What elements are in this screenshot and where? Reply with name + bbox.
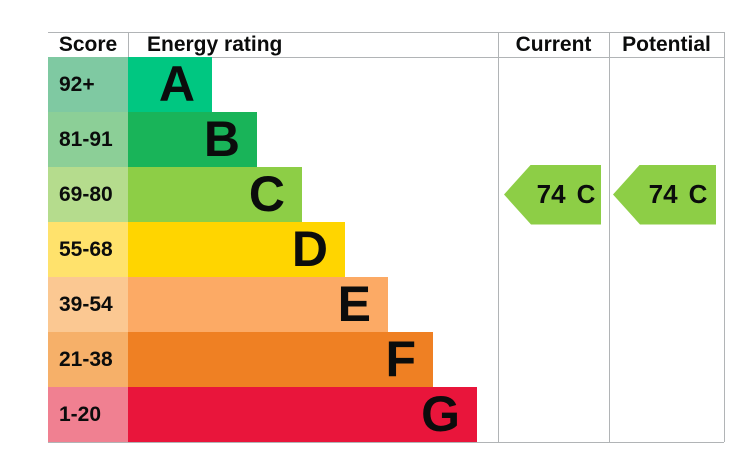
band-row-c: 69-80 C (48, 167, 302, 222)
score-range-label: 39-54 (59, 293, 113, 316)
band-letter-a: A (158, 56, 195, 112)
potential-column-header: Potential (622, 33, 711, 56)
band-letter-c: C (248, 166, 285, 222)
arrow-left-icon: 74 C (613, 164, 716, 225)
band-bar-b: B (128, 112, 257, 167)
header-bottom-border (48, 57, 724, 58)
score-range-cell: 55-68 (48, 222, 128, 277)
band-row-g: 1-20 G (48, 387, 477, 442)
band-letter-d: D (291, 221, 328, 277)
score-range-cell: 39-54 (48, 277, 128, 332)
score-range-label: 1-20 (59, 403, 102, 426)
current-rating-arrow: 74 C (504, 164, 601, 225)
band-bar-c: C (128, 167, 302, 222)
band-bar-f: F (128, 332, 433, 387)
band-letter-g: G (421, 386, 460, 442)
score-column-header: Score (58, 33, 118, 56)
potential-rating-arrow: 74 C (613, 164, 716, 225)
arrow-left-icon: 74 C (504, 164, 601, 225)
potential-rating-value: 74 (648, 179, 678, 209)
score-range-cell: 21-38 (48, 332, 128, 387)
table-right-border (724, 32, 725, 442)
score-range-cell: 69-80 (48, 167, 128, 222)
potential-rating-band: C (688, 179, 708, 209)
band-row-b: 81-91 B (48, 112, 257, 167)
score-range-label: 81-91 (59, 128, 113, 151)
band-row-a: 92+ A (48, 57, 212, 112)
band-letter-f: F (385, 331, 416, 387)
score-range-label: 69-80 (59, 183, 113, 206)
band-bar-g: G (128, 387, 477, 442)
energy-rating-column-header: Energy rating (147, 33, 283, 56)
table-bottom-border (48, 442, 724, 443)
band-row-f: 21-38 F (48, 332, 433, 387)
band-bar-e: E (128, 277, 388, 332)
score-range-cell: 92+ (48, 57, 128, 112)
band-row-e: 39-54 E (48, 277, 388, 332)
table-top-border (48, 32, 724, 33)
band-letter-e: E (337, 276, 371, 332)
score-range-cell: 81-91 (48, 112, 128, 167)
current-rating-band: C (576, 179, 596, 209)
current-rating-value: 74 (536, 179, 566, 209)
potential-column-divider (609, 32, 610, 442)
score-column-divider (128, 32, 129, 57)
score-range-label: 92+ (59, 73, 95, 96)
band-row-d: 55-68 D (48, 222, 345, 277)
band-letter-b: B (203, 111, 240, 167)
current-column-header: Current (515, 33, 592, 56)
current-column-divider (498, 32, 499, 442)
band-bar-d: D (128, 222, 345, 277)
score-range-label: 21-38 (59, 348, 113, 371)
band-bar-a: A (128, 57, 212, 112)
score-range-cell: 1-20 (48, 387, 128, 442)
score-range-label: 55-68 (59, 238, 113, 261)
